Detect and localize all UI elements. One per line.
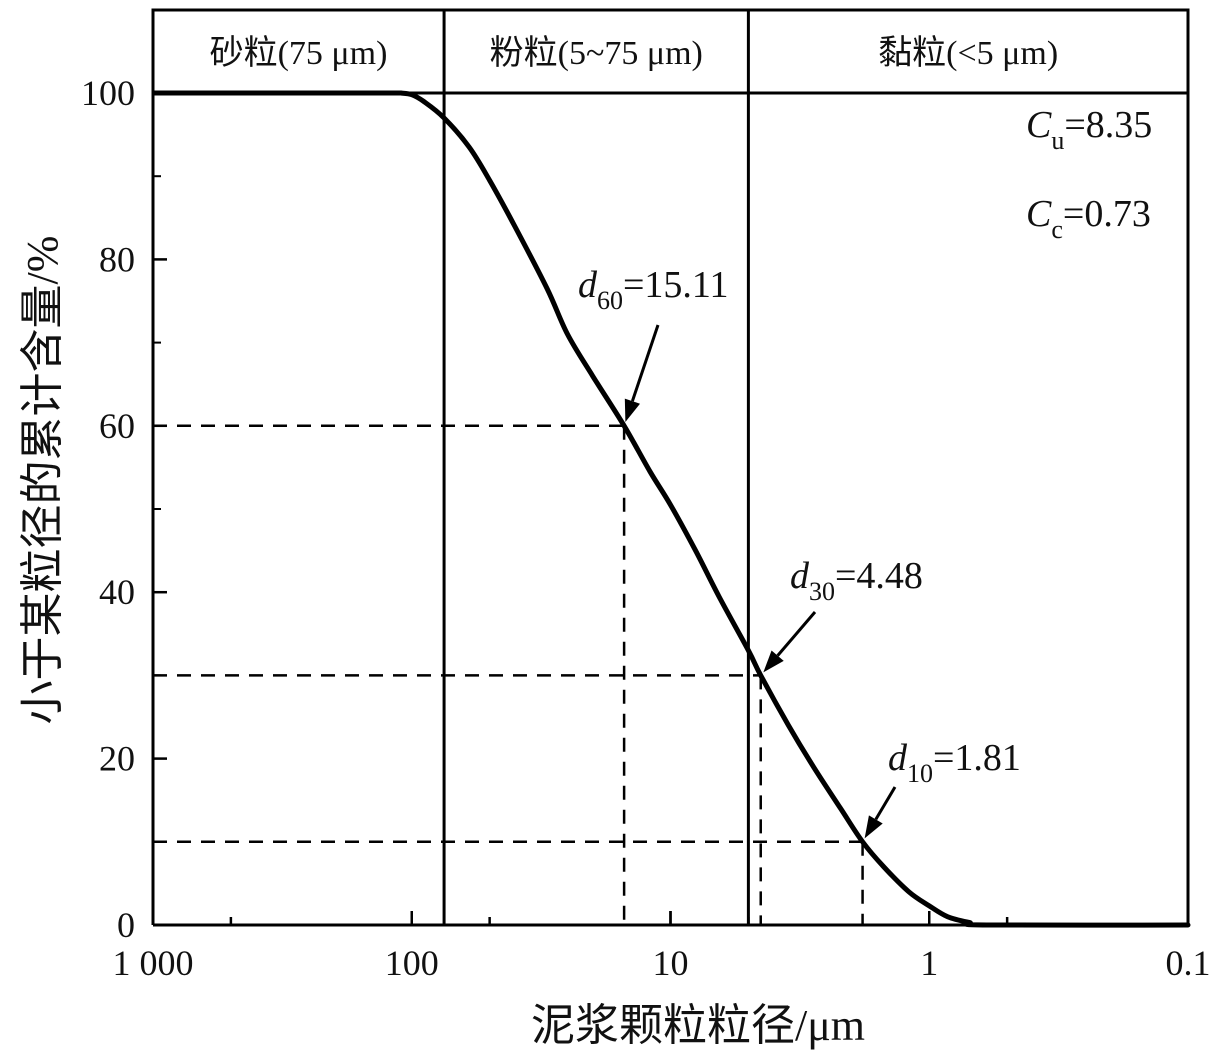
arrow-head-d30 xyxy=(763,650,784,673)
y-tick-label-1: 0 xyxy=(117,905,135,945)
annotation-d30: d30=4.48 xyxy=(790,555,923,606)
y-axis-title: 小于某粒径的累计含量/% xyxy=(18,236,67,725)
zone-header: 砂粒(75 μm) 粉粒(5~75 μm) 黏粒(<5 μm) xyxy=(151,8,1190,925)
zone-label-1: 砂粒(75 μm) xyxy=(210,34,388,72)
annotation-d60: d60=15.11 xyxy=(578,264,729,315)
y-tick-label-4: 60 xyxy=(99,406,135,446)
zone-label-3: 黏粒(<5 μm) xyxy=(878,34,1058,72)
y-tick-label-6: 100 xyxy=(81,73,135,113)
coefficient-Cc: Cc=0.73 xyxy=(1026,193,1151,244)
axes-layer: 1 000 100 10 1 0.1 0 20 40 60 80 100 xyxy=(81,10,1211,983)
x-tick-label-4: 1 xyxy=(920,943,938,983)
arrow-shaft-d60 xyxy=(630,324,660,402)
x-tick-label-1: 1 000 xyxy=(113,943,194,983)
y-tick-label-5: 80 xyxy=(99,239,135,279)
zone-label-2: 粉粒(5~75 μm) xyxy=(490,34,703,72)
series-line-1 xyxy=(398,90,1191,928)
series-layer xyxy=(153,90,1191,928)
x-tick-label-3: 10 xyxy=(653,943,689,983)
y-tick-label-2: 20 xyxy=(99,739,135,779)
x-tick-label-5: 0.1 xyxy=(1166,943,1211,983)
y-tick-label-3: 40 xyxy=(99,572,135,612)
x-tick-label-2: 100 xyxy=(385,943,439,983)
arrow-shaft-d10 xyxy=(874,786,897,821)
x-axis-title: 泥浆颗粒粒径/μm xyxy=(531,1001,865,1050)
annotations-layer: d60=15.11 d30=4.48 d10=1.81 Cu=8.35 Cc=0.73 xyxy=(578,104,1152,839)
coefficient-Cu: Cu=8.35 xyxy=(1026,104,1152,155)
reference-guides xyxy=(153,424,864,925)
arrow-shaft-d30 xyxy=(776,611,817,657)
arrow-head-d60 xyxy=(624,398,640,423)
arrow-head-d10 xyxy=(864,815,883,839)
annotation-d10: d10=1.81 xyxy=(888,737,1021,788)
